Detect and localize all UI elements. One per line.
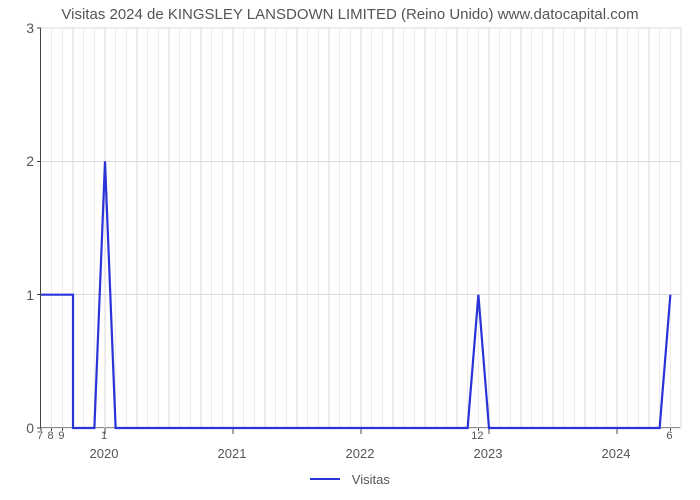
x-year-label: 2020 xyxy=(90,446,119,461)
y-tick-label: 1 xyxy=(0,287,34,303)
legend: Visitas xyxy=(0,472,700,487)
x-month-label: 7 xyxy=(37,430,43,442)
y-tick-label: 0 xyxy=(0,420,34,436)
y-tick-label: 3 xyxy=(0,20,34,36)
x-year-label: 2022 xyxy=(346,446,375,461)
plot-svg xyxy=(41,28,681,428)
x-year-label: 2021 xyxy=(218,446,247,461)
x-month-label: 8 xyxy=(48,430,54,442)
y-tick-label: 2 xyxy=(0,153,34,169)
x-month-label: 9 xyxy=(58,430,64,442)
legend-label: Visitas xyxy=(352,472,390,487)
legend-swatch xyxy=(310,478,340,480)
x-month-label: 12 xyxy=(471,430,483,442)
x-year-label: 2024 xyxy=(602,446,631,461)
plot-area xyxy=(40,28,680,428)
x-month-label: 1 xyxy=(101,430,107,442)
x-year-label: 2023 xyxy=(474,446,503,461)
chart-title: Visitas 2024 de KINGSLEY LANSDOWN LIMITE… xyxy=(0,6,700,23)
chart-container: Visitas 2024 de KINGSLEY LANSDOWN LIMITE… xyxy=(0,0,700,500)
x-month-label: 6 xyxy=(666,430,672,442)
